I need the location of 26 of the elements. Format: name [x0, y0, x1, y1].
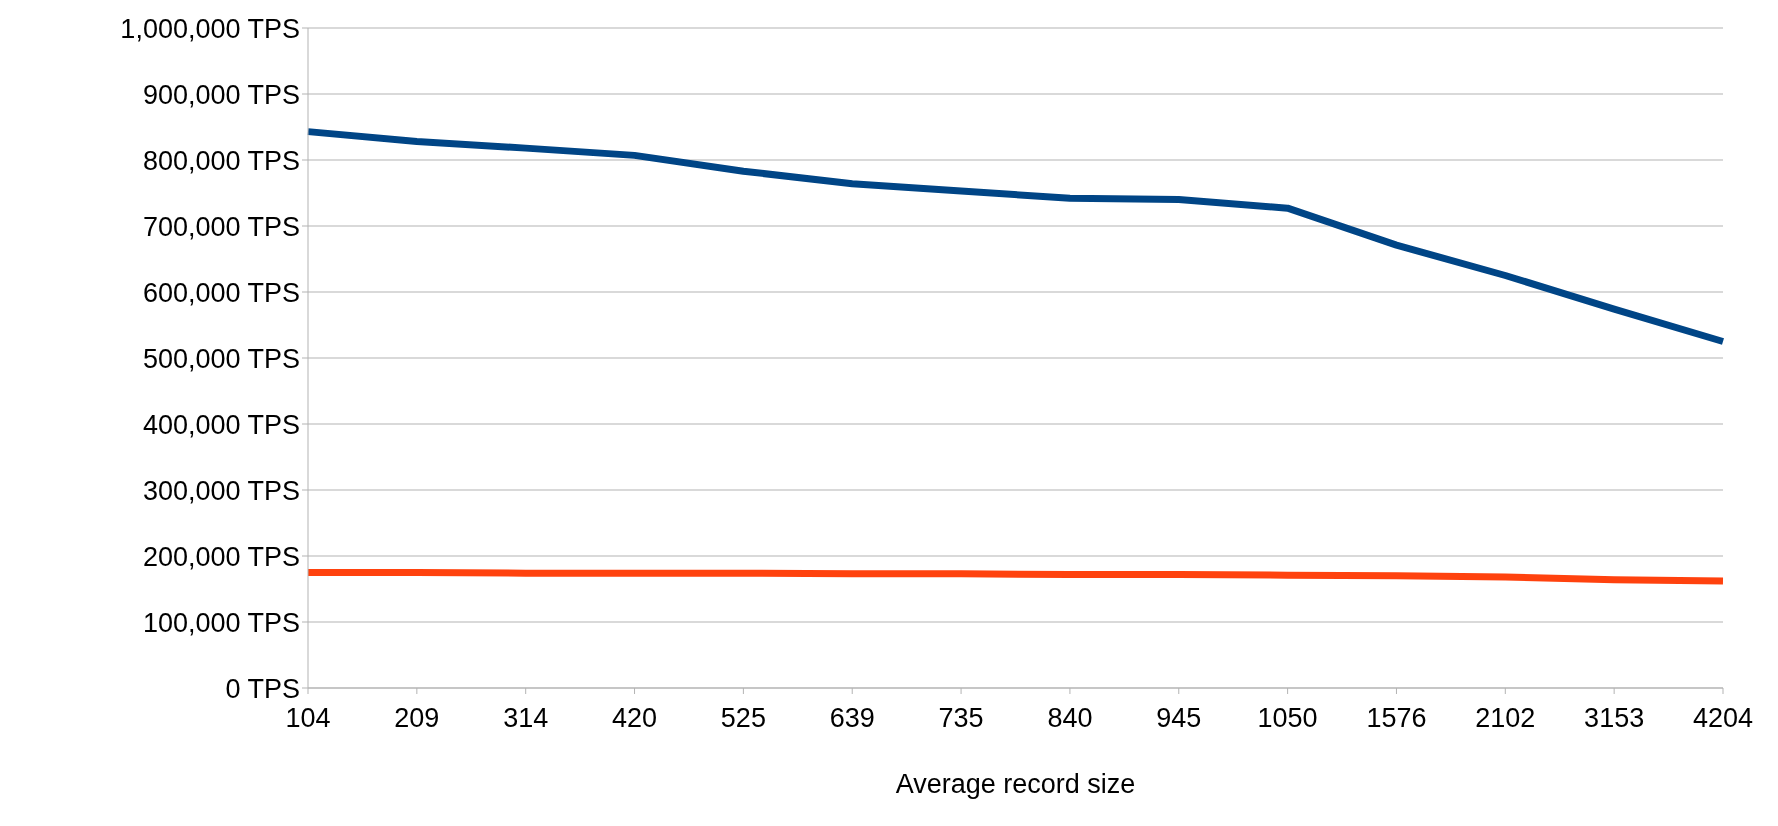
- y-tick-label: 900,000 TPS: [142, 79, 300, 110]
- x-tick-label: 1576: [1366, 703, 1427, 734]
- y-tick-label: 800,000 TPS: [142, 145, 300, 176]
- x-tick-label: 945: [1156, 703, 1202, 734]
- y-tick-label: 1,000,000 TPS: [120, 13, 300, 44]
- x-tick-label: 2102: [1475, 703, 1536, 734]
- y-tick-label: 200,000 TPS: [142, 541, 300, 572]
- x-tick-label: 420: [612, 703, 658, 734]
- x-tick-label: 4204: [1692, 703, 1754, 734]
- y-tick-label: 0 TPS: [225, 673, 300, 704]
- y-tick-label: 700,000 TPS: [142, 211, 300, 242]
- y-tick-label: 100,000 TPS: [142, 607, 300, 638]
- y-tick-label: 300,000 TPS: [142, 475, 300, 506]
- x-tick-label: 314: [503, 703, 549, 734]
- x-tick-label: 639: [829, 703, 875, 734]
- x-tick-label: 104: [285, 703, 331, 734]
- x-tick-label: 209: [394, 703, 440, 734]
- y-tick-label: 400,000 TPS: [142, 409, 300, 440]
- x-tick-label: 735: [938, 703, 984, 734]
- x-tick-label: 525: [720, 703, 766, 734]
- x-tick-label: 3153: [1584, 703, 1645, 734]
- y-tick-label: 600,000 TPS: [142, 277, 300, 308]
- x-axis-title: Average record size: [895, 769, 1136, 799]
- x-tick-label: 1050: [1257, 703, 1318, 734]
- x-tick-label: 840: [1047, 703, 1093, 734]
- y-tick-label: 500,000 TPS: [142, 343, 300, 374]
